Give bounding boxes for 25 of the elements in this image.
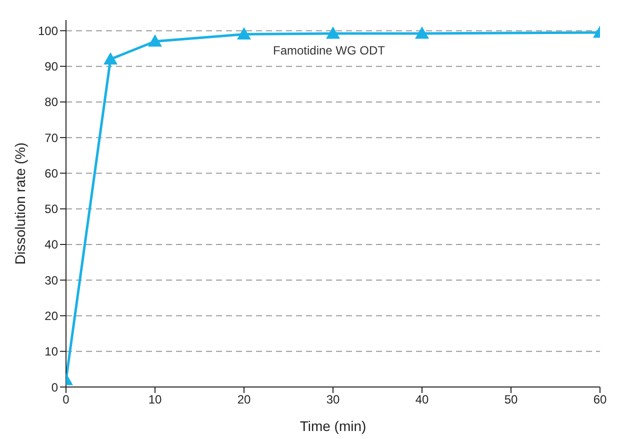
y-tick-label: 10: [44, 344, 58, 359]
x-tick-label: 10: [148, 392, 162, 407]
series-label: Famotidine WG ODT: [272, 43, 386, 58]
y-tick-label: 40: [44, 238, 58, 252]
x-tick-label: 30: [326, 392, 340, 407]
y-tick-label: 30: [44, 273, 58, 288]
x-tick-label: 0: [62, 392, 70, 407]
y-axis-title: Dissolution rate (%): [12, 142, 28, 265]
y-tick-label: 0: [51, 380, 58, 394]
point: [104, 52, 118, 64]
y-tick-label: 100: [38, 24, 58, 38]
x-tick-label: 40: [415, 392, 429, 407]
point: [326, 26, 340, 39]
point: [148, 34, 162, 47]
x-axis-title: Time (min): [300, 418, 366, 434]
y-tick-label: 60: [44, 166, 58, 180]
x-tick-label: 20: [237, 392, 251, 407]
x-tick-label: 50: [504, 392, 518, 407]
y-tick-label: 90: [44, 60, 58, 74]
point: [237, 27, 251, 40]
y-tick-label: 70: [44, 130, 58, 145]
y-tick-label: 20: [44, 309, 58, 323]
y-tick-label: 80: [44, 95, 58, 110]
y-tick-label: 50: [44, 202, 58, 216]
x-tick-label: 60: [593, 392, 607, 407]
